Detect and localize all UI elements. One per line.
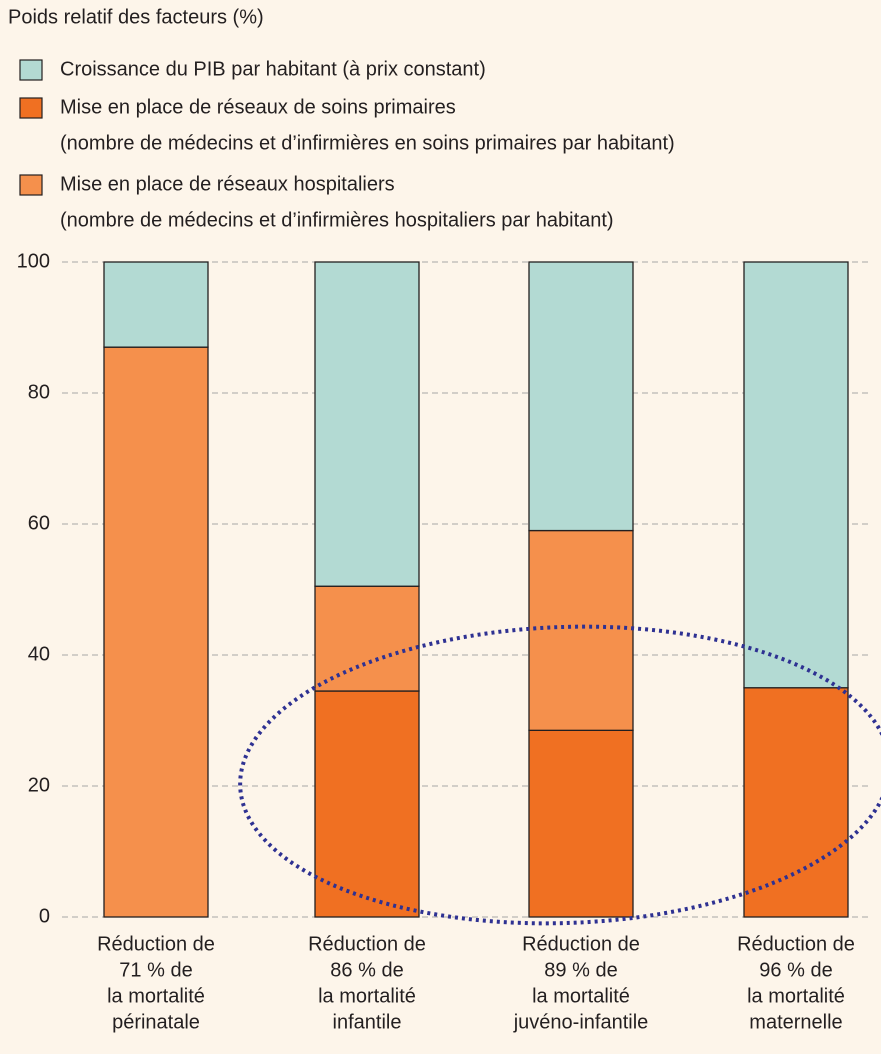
legend-label: Mise en place de réseaux de soins primai… — [60, 96, 456, 118]
x-tick-label: 89 % de — [544, 959, 617, 981]
legend-swatch — [19, 97, 43, 119]
x-tick-label: la mortalité — [532, 985, 630, 1007]
x-tick-label: Réduction de — [308, 933, 426, 955]
bar-segment — [314, 261, 420, 587]
x-tick-label: 71 % de — [119, 959, 192, 981]
x-tick-label: Réduction de — [522, 933, 640, 955]
y-tick-label: 40 — [28, 643, 50, 665]
x-tick-label: Réduction de — [737, 933, 855, 955]
y-tick-label: 20 — [28, 774, 50, 796]
x-tick-label: la mortalité — [747, 985, 845, 1007]
x-tick-label: 96 % de — [759, 959, 832, 981]
x-tick-label: 86 % de — [330, 959, 403, 981]
bar-segment — [743, 261, 849, 689]
legend-label: Croissance du PIB par habitant (à prix c… — [60, 58, 486, 80]
bar-segment — [314, 585, 420, 692]
plot: Croissance du PIB par habitant (à prix c… — [17, 58, 870, 1033]
x-tick-label: la mortalité — [107, 985, 205, 1007]
x-tick-label: la mortalité — [318, 985, 416, 1007]
chart-title: Poids relatif des facteurs (%) — [8, 6, 264, 28]
x-tick-label: infantile — [333, 1011, 402, 1033]
bar-segment — [743, 687, 849, 918]
legend-swatch — [19, 59, 43, 81]
y-tick-label: 0 — [39, 905, 50, 927]
bar-segment — [103, 346, 209, 918]
y-tick-label: 60 — [28, 512, 50, 534]
x-tick-label: maternelle — [749, 1011, 842, 1033]
bar-segment — [528, 261, 634, 532]
legend-description: (nombre de médecins et d’infirmières en … — [60, 132, 675, 154]
legend-description: (nombre de médecins et d’infirmières hos… — [60, 209, 614, 231]
legend-swatch — [19, 174, 43, 196]
bar-segment — [103, 261, 209, 348]
x-tick-label: juvéno-infantile — [513, 1011, 649, 1033]
x-tick-label: Réduction de — [97, 933, 215, 955]
bar-segment — [314, 690, 420, 918]
bar-segment — [528, 529, 634, 731]
y-tick-label: 80 — [28, 381, 50, 403]
legend-label: Mise en place de réseaux hospitaliers — [60, 173, 395, 195]
bar-segment — [528, 729, 634, 918]
x-tick-label: périnatale — [112, 1011, 200, 1033]
y-tick-label: 100 — [17, 250, 50, 272]
